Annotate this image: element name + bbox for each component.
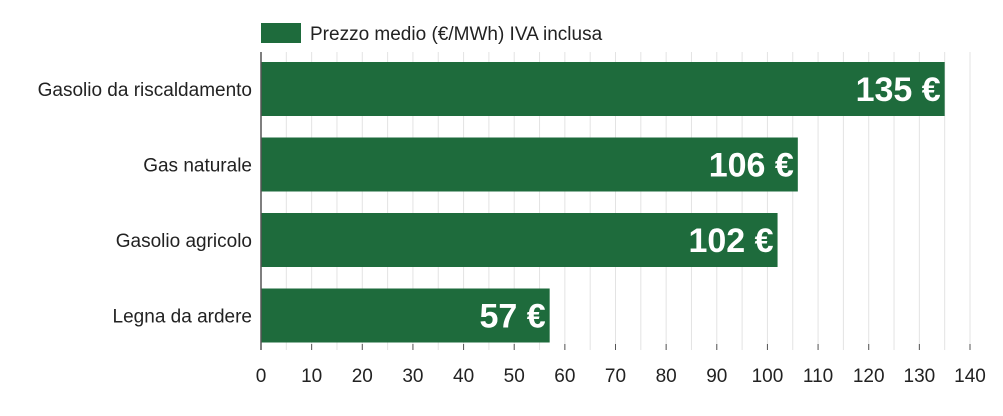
x-tick-label-30: 30 bbox=[402, 366, 423, 387]
bars-layer: 135 € 106 € 102 € 57 € bbox=[261, 62, 945, 343]
x-tick-label-100: 100 bbox=[752, 366, 784, 387]
bar-3 bbox=[261, 213, 778, 267]
category-label-4: Legna da ardere bbox=[113, 307, 252, 328]
x-tick-label-60: 60 bbox=[554, 366, 575, 387]
bar-4 bbox=[261, 288, 550, 343]
bar-value-label-4: 57 € bbox=[479, 298, 545, 336]
legend-swatch bbox=[261, 23, 301, 43]
x-tick-label-120: 120 bbox=[853, 366, 885, 387]
x-tick-label-10: 10 bbox=[301, 366, 322, 387]
category-label-1: Gasolio da riscaldamento bbox=[38, 80, 252, 101]
x-tick-label-90: 90 bbox=[706, 366, 727, 387]
x-tick-label-130: 130 bbox=[904, 366, 936, 387]
axis-layer: Gasolio da riscaldamento Gas naturale Gaso… bbox=[38, 52, 986, 387]
x-tick-label-140: 140 bbox=[954, 366, 986, 387]
category-label-2: Gas naturale bbox=[143, 156, 252, 177]
x-tick-label-0: 0 bbox=[256, 366, 267, 387]
bar-value-label-3: 102 € bbox=[688, 222, 773, 260]
legend: Prezzo medio (€/MWh) IVA inclusa bbox=[261, 23, 603, 45]
bar-2 bbox=[261, 137, 798, 192]
bar-1 bbox=[261, 62, 945, 116]
x-tick-label-40: 40 bbox=[453, 366, 474, 387]
bar-value-label-2: 106 € bbox=[709, 147, 794, 185]
category-label-3: Gasolio agricolo bbox=[116, 231, 252, 252]
x-tick-label-70: 70 bbox=[605, 366, 626, 387]
legend-label: Prezzo medio (€/MWh) IVA inclusa bbox=[310, 24, 603, 45]
x-tick-label-50: 50 bbox=[504, 366, 525, 387]
x-tick-label-110: 110 bbox=[803, 366, 833, 387]
x-tick-label-20: 20 bbox=[352, 366, 373, 387]
bar-value-label-1: 135 € bbox=[856, 71, 941, 109]
x-tick-label-80: 80 bbox=[656, 366, 677, 387]
